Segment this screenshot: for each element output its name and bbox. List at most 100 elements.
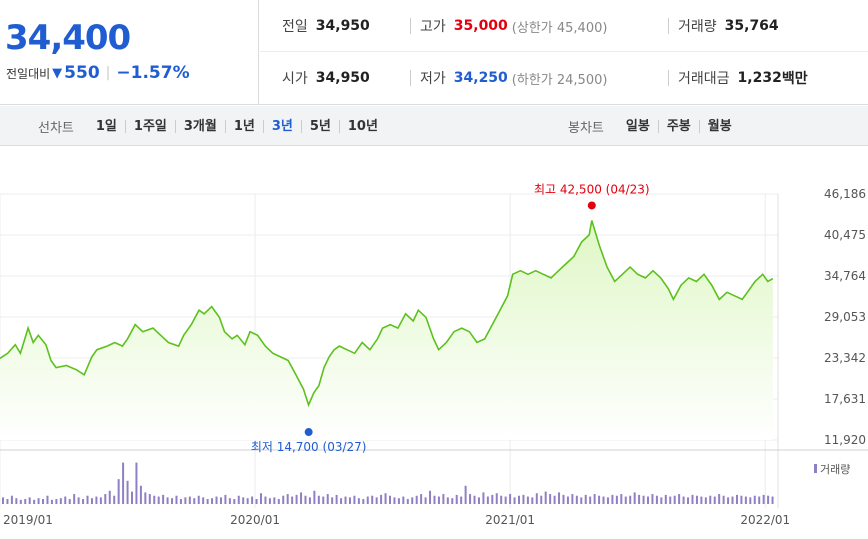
- volume-bar: [33, 499, 36, 504]
- x-tick-label: 2020/01: [230, 513, 280, 527]
- volume-bar: [50, 499, 53, 504]
- volume-bar: [148, 494, 151, 504]
- volume-bar: [647, 496, 649, 504]
- separator: |: [105, 65, 111, 81]
- volume-bar: [126, 480, 129, 504]
- chart-toolbar: 선차트 1일 1주일 3개월 1년 3년 5년 10년 봉차트 일봉 주봉 월봉: [0, 106, 868, 146]
- period-1w[interactable]: 1주일: [124, 119, 175, 133]
- volume-bar: [255, 499, 258, 504]
- stats-row-1: 전일 34,950 고가 35,000 (상한가 45,400) 거래량 35,…: [260, 0, 868, 52]
- volume-bar: [348, 497, 351, 504]
- y-tick-label: 34,764: [824, 269, 866, 283]
- volume-bar: [322, 496, 325, 504]
- volume-bar: [753, 495, 756, 504]
- stat-unit: 백만: [781, 71, 808, 87]
- y-tick-label: 11,920: [824, 433, 866, 447]
- volume-bar: [362, 499, 365, 504]
- volume-bar: [709, 495, 712, 504]
- volume-bar: [90, 498, 93, 504]
- volume-bar: [531, 497, 534, 504]
- volume-bar: [606, 497, 609, 504]
- stats-row-2: 시가 34,950 저가 34,250 (하한가 24,500) 거래대금 1,…: [260, 52, 868, 104]
- volume-bar: [139, 485, 142, 504]
- stat-sub: (상한가 45,400): [511, 20, 608, 36]
- volume-bar: [317, 495, 320, 504]
- quote-header: 34,400 전일대비 ▼ 550 | −1.57% 전일 34,950 고가 …: [0, 0, 868, 105]
- volume-bar: [442, 494, 445, 504]
- volume-bar: [758, 496, 761, 504]
- period-3y[interactable]: 3년: [262, 119, 301, 133]
- volume-bar: [451, 498, 454, 504]
- candle-daily[interactable]: 일봉: [625, 118, 650, 134]
- max-label: 최고 42,500 (04/23): [534, 182, 650, 196]
- volume-bar: [446, 497, 449, 504]
- volume-bar: [575, 495, 578, 504]
- volume-bar: [638, 494, 641, 504]
- volume-bar: [335, 494, 338, 504]
- volume-bar: [460, 496, 463, 504]
- line-chart-label: 선차트: [38, 120, 74, 136]
- volume-bar: [700, 496, 703, 504]
- volume-bar: [19, 499, 22, 504]
- volume-bar: [415, 495, 418, 504]
- volume-bar: [660, 497, 663, 504]
- period-10y[interactable]: 10년: [338, 119, 386, 133]
- stat-high: 고가 35,000 (상한가 45,400): [409, 0, 608, 52]
- volume-bar: [455, 494, 458, 504]
- volume-bar: [28, 497, 31, 504]
- volume-bar: [477, 497, 480, 504]
- y-tick-label: 46,186: [824, 187, 866, 201]
- volume-bar: [695, 495, 698, 504]
- volume-bar: [251, 496, 254, 504]
- min-marker: [304, 428, 313, 437]
- volume-bar: [197, 495, 200, 504]
- period-1y[interactable]: 1년: [224, 119, 263, 133]
- volume-bar: [242, 497, 245, 504]
- volume-bar: [233, 499, 236, 504]
- period-5y[interactable]: 5년: [300, 119, 339, 133]
- volume-bar: [571, 494, 574, 504]
- period-1d[interactable]: 1일: [95, 118, 117, 134]
- volume-bar: [593, 494, 596, 504]
- volume-bar: [553, 495, 556, 504]
- volume-bar: [344, 496, 347, 504]
- change-amount: 550: [64, 63, 100, 83]
- volume-bar: [313, 490, 316, 504]
- volume-bar: [171, 498, 174, 504]
- volume-bar: [682, 496, 685, 504]
- volume-bar: [184, 497, 187, 504]
- stat-label: 거래량: [678, 19, 717, 35]
- candle-weekly[interactable]: 주봉: [657, 119, 699, 133]
- volume-bar: [495, 493, 498, 504]
- change-label: 전일대비: [6, 66, 51, 81]
- period-3m[interactable]: 3개월: [174, 119, 225, 133]
- stat-label: 시가: [282, 71, 308, 87]
- volume-bar: [371, 495, 374, 504]
- volume-bar: [68, 499, 71, 504]
- volume-bar: [153, 495, 156, 504]
- volume-bar: [384, 493, 387, 504]
- volume-legend-label: 거래량: [820, 463, 850, 476]
- volume-bar: [326, 494, 329, 504]
- volume-bar: [642, 495, 645, 504]
- y-tick-label: 40,475: [824, 228, 866, 242]
- volume-bar: [535, 493, 538, 504]
- volume-bar: [602, 496, 605, 504]
- volume-bar: [500, 495, 503, 504]
- volume-bar: [37, 498, 40, 504]
- candle-chart-periods: 봉차트 일봉 주봉 월봉: [568, 106, 740, 146]
- candle-monthly[interactable]: 월봉: [698, 119, 740, 133]
- volume-bar: [655, 495, 658, 504]
- stat-low: 저가 34,250 (하한가 24,500): [409, 52, 607, 104]
- volume-bar: [740, 495, 743, 504]
- volume-bar: [762, 494, 765, 504]
- volume-bar: [393, 497, 396, 504]
- volume-bar: [353, 495, 356, 504]
- price-chart: 46,186 40,475 34,764 29,053 23,342 17,631 11,9…: [0, 146, 868, 535]
- volume-bar: [473, 495, 476, 504]
- volume-bar: [166, 497, 169, 504]
- volume-bar: [304, 495, 307, 504]
- stat-value: 35,764: [724, 18, 779, 34]
- volume-bar: [624, 496, 627, 504]
- volume-bar: [615, 495, 618, 504]
